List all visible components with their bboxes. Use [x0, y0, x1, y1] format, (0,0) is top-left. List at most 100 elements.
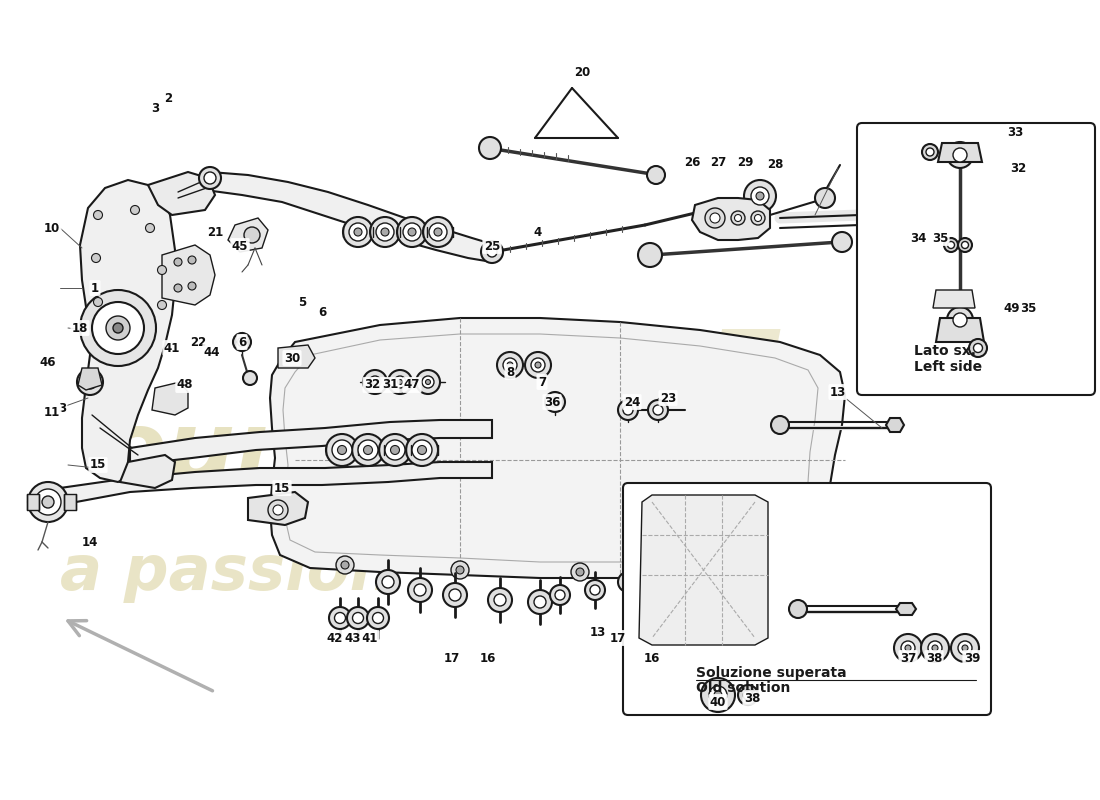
- Circle shape: [958, 641, 972, 655]
- Circle shape: [947, 307, 974, 333]
- Circle shape: [742, 690, 754, 700]
- Circle shape: [42, 496, 54, 508]
- Circle shape: [534, 596, 546, 608]
- Circle shape: [507, 362, 513, 368]
- Circle shape: [341, 561, 349, 569]
- Polygon shape: [896, 603, 916, 615]
- Circle shape: [944, 238, 958, 252]
- Circle shape: [326, 434, 358, 466]
- Circle shape: [379, 434, 411, 466]
- Polygon shape: [938, 143, 982, 162]
- Circle shape: [969, 339, 987, 357]
- Text: Lato sx.: Lato sx.: [914, 344, 976, 358]
- Circle shape: [394, 376, 406, 388]
- Text: 34: 34: [910, 231, 926, 245]
- Circle shape: [416, 370, 440, 394]
- Circle shape: [82, 375, 97, 389]
- Circle shape: [338, 446, 346, 454]
- Circle shape: [418, 446, 427, 454]
- Text: 6: 6: [238, 335, 246, 349]
- Circle shape: [947, 142, 974, 168]
- FancyArrowPatch shape: [68, 621, 212, 690]
- Circle shape: [961, 242, 968, 249]
- Circle shape: [157, 301, 166, 310]
- FancyBboxPatch shape: [623, 483, 991, 715]
- Circle shape: [653, 405, 663, 415]
- Circle shape: [771, 416, 789, 434]
- Circle shape: [332, 440, 352, 460]
- Circle shape: [531, 358, 544, 372]
- Circle shape: [354, 228, 362, 236]
- Circle shape: [35, 489, 60, 515]
- Text: 40: 40: [710, 695, 726, 709]
- Circle shape: [735, 214, 741, 222]
- Text: europ: europ: [100, 407, 420, 500]
- Text: 32: 32: [364, 378, 381, 391]
- Circle shape: [556, 590, 565, 600]
- Text: 15: 15: [274, 482, 290, 494]
- Circle shape: [80, 290, 156, 366]
- Circle shape: [585, 580, 605, 600]
- Text: 39: 39: [964, 651, 980, 665]
- Circle shape: [947, 242, 955, 249]
- Circle shape: [157, 266, 166, 274]
- Circle shape: [94, 298, 102, 306]
- Circle shape: [744, 180, 775, 212]
- Circle shape: [174, 284, 182, 292]
- Text: 26: 26: [684, 155, 701, 169]
- Text: 44: 44: [204, 346, 220, 358]
- FancyBboxPatch shape: [857, 123, 1094, 395]
- Circle shape: [443, 583, 468, 607]
- Circle shape: [710, 686, 727, 704]
- Circle shape: [199, 167, 221, 189]
- Circle shape: [456, 566, 464, 574]
- Circle shape: [376, 570, 400, 594]
- Circle shape: [346, 607, 368, 629]
- Circle shape: [691, 568, 698, 576]
- Circle shape: [751, 187, 769, 205]
- Circle shape: [434, 228, 442, 236]
- Text: 1985: 1985: [440, 325, 788, 446]
- Text: 4: 4: [534, 226, 542, 238]
- Text: 15: 15: [90, 458, 107, 471]
- Circle shape: [928, 641, 942, 655]
- Circle shape: [397, 379, 403, 385]
- Circle shape: [618, 572, 638, 592]
- Circle shape: [91, 254, 100, 262]
- Circle shape: [113, 323, 123, 333]
- Circle shape: [755, 214, 761, 222]
- Circle shape: [238, 338, 246, 346]
- Polygon shape: [80, 180, 175, 482]
- Circle shape: [451, 561, 469, 579]
- Circle shape: [832, 232, 852, 252]
- Text: 27: 27: [710, 155, 726, 169]
- Circle shape: [422, 376, 435, 388]
- Circle shape: [358, 440, 378, 460]
- Polygon shape: [130, 420, 492, 465]
- Circle shape: [429, 223, 447, 241]
- Circle shape: [686, 563, 704, 581]
- Text: 33: 33: [1006, 126, 1023, 138]
- Circle shape: [756, 192, 764, 200]
- Circle shape: [623, 577, 632, 587]
- Circle shape: [714, 691, 722, 699]
- Circle shape: [953, 313, 967, 327]
- Circle shape: [329, 607, 351, 629]
- Circle shape: [738, 685, 758, 705]
- Circle shape: [926, 148, 934, 156]
- Polygon shape: [120, 455, 175, 488]
- Circle shape: [174, 258, 182, 266]
- Polygon shape: [152, 382, 188, 415]
- Circle shape: [571, 563, 588, 581]
- Circle shape: [370, 217, 400, 247]
- Text: a passion: a passion: [60, 543, 394, 603]
- Circle shape: [204, 172, 216, 184]
- Circle shape: [478, 137, 500, 159]
- Circle shape: [188, 282, 196, 290]
- Bar: [64, 494, 76, 510]
- Polygon shape: [886, 418, 904, 432]
- Text: 5: 5: [298, 295, 306, 309]
- Text: 49: 49: [1003, 302, 1021, 314]
- Circle shape: [894, 634, 922, 662]
- Text: 32: 32: [1010, 162, 1026, 174]
